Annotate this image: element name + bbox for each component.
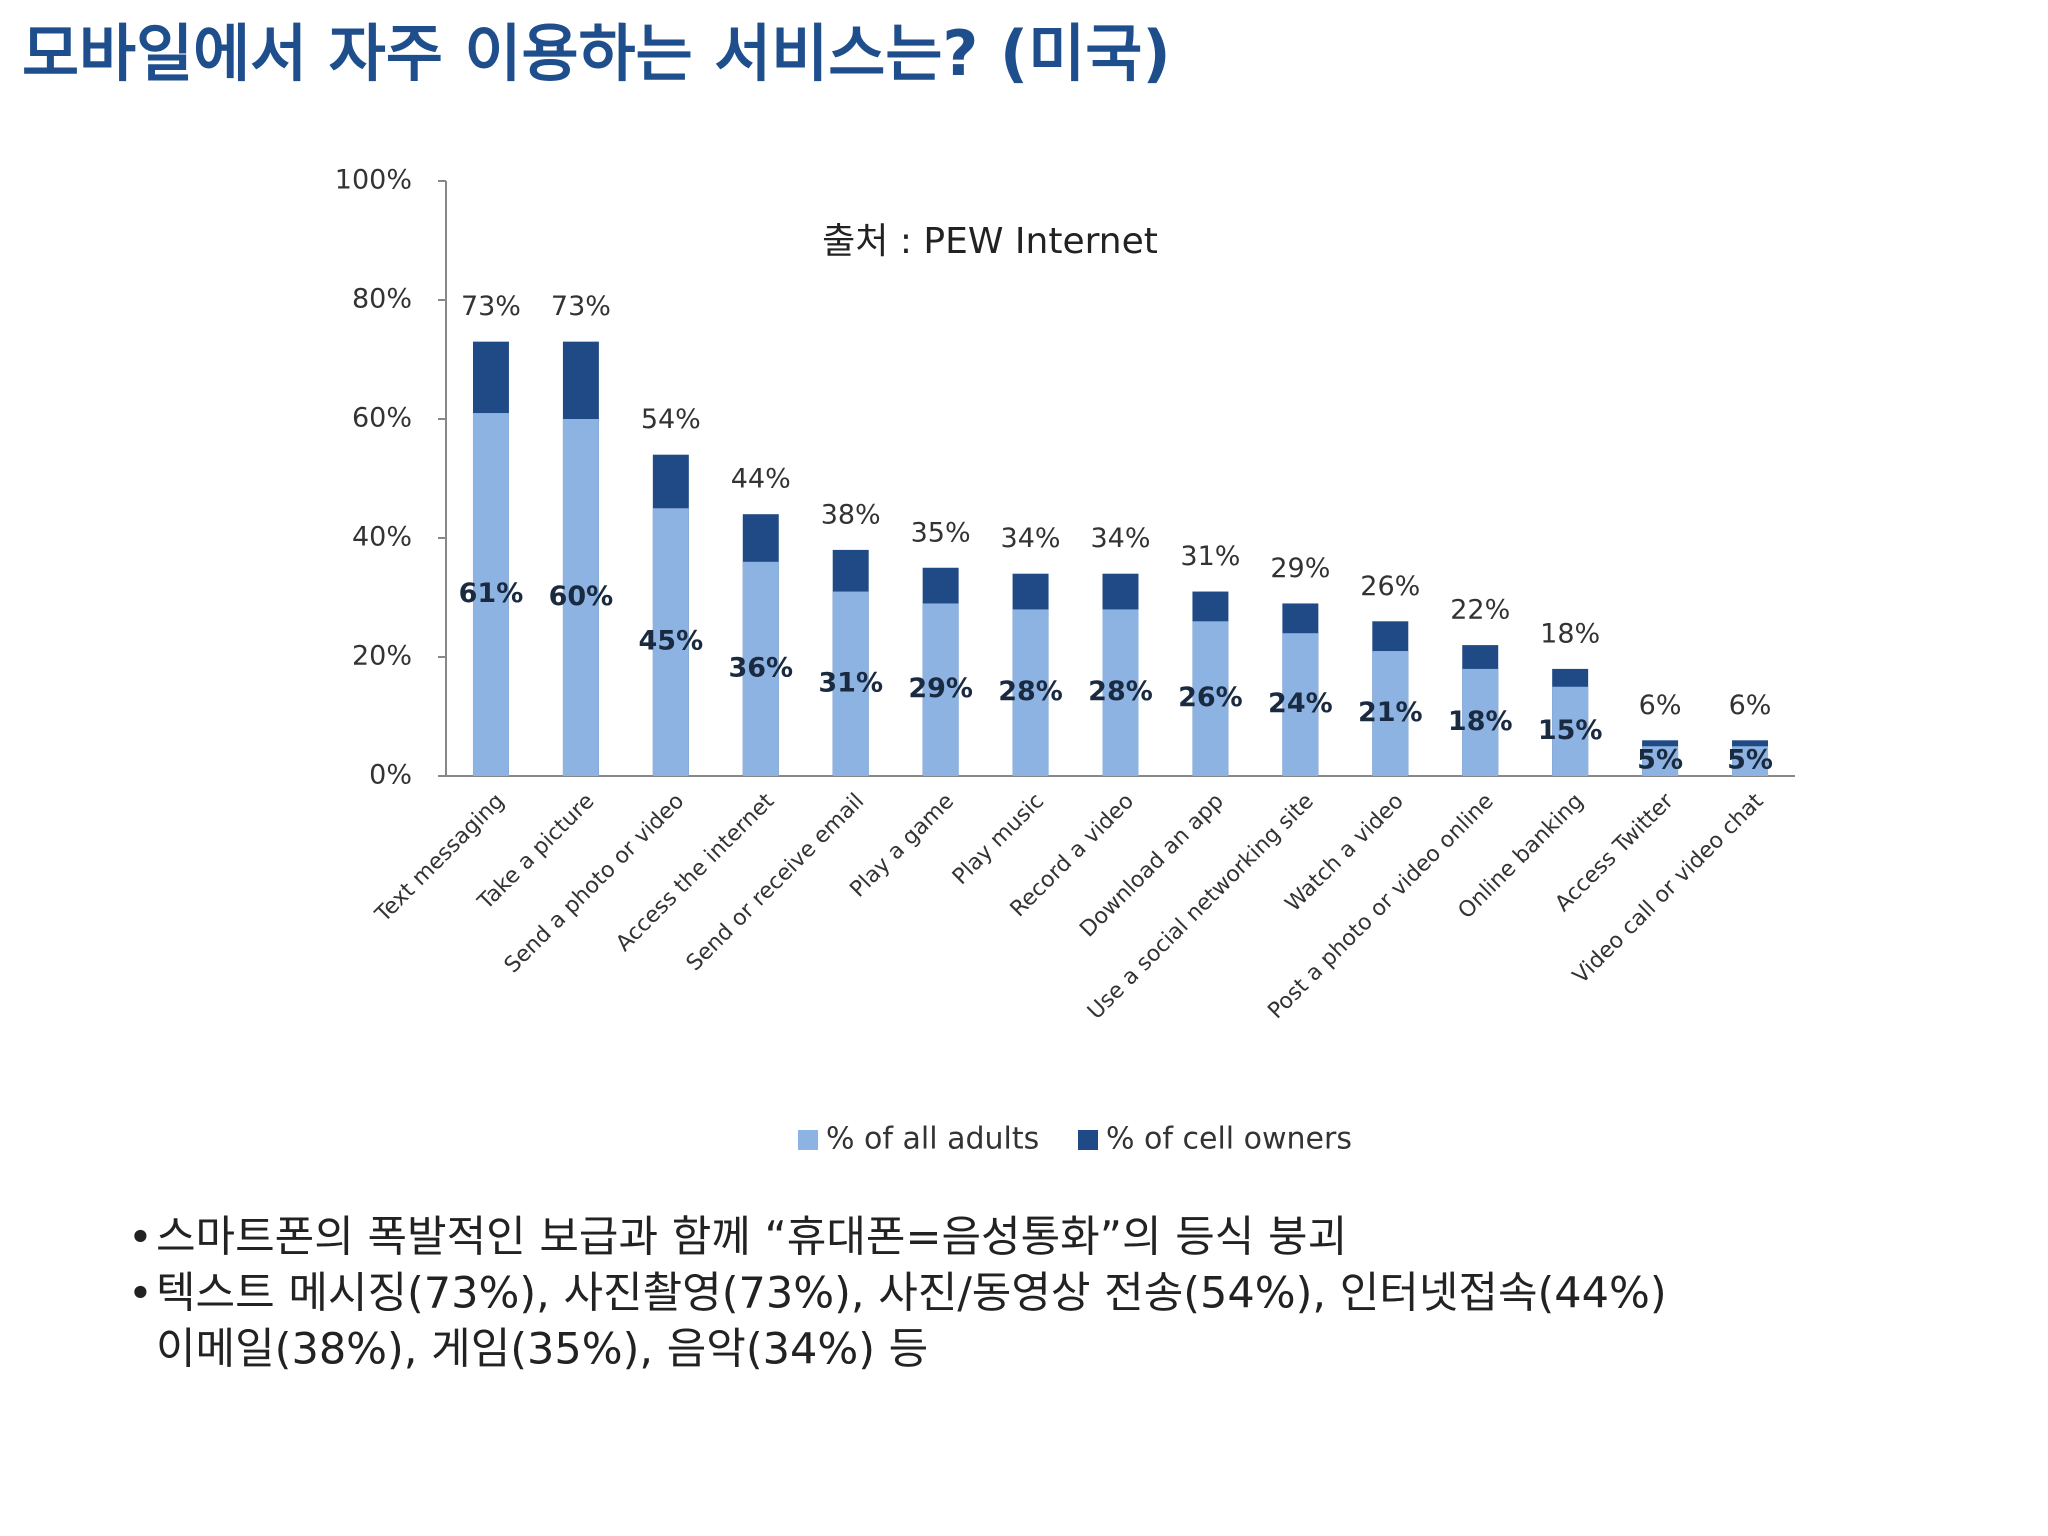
bar — [472, 413, 509, 776]
value-label: 38% — [821, 499, 881, 530]
value-label: 31% — [1180, 541, 1240, 572]
y-tick-label: 40% — [352, 522, 412, 553]
bullet-dot: • — [128, 1269, 153, 1318]
value-label: 29% — [908, 673, 973, 704]
value-label: 22% — [1450, 595, 1510, 626]
value-label: 61% — [459, 578, 524, 609]
value-label: 60% — [549, 581, 614, 612]
bullet-text: 스마트폰의 폭발적인 보급과 함께 “휴대폰=음성통화”의 등식 붕괴 — [156, 1213, 1347, 1263]
value-label: 26% — [1360, 571, 1420, 602]
bar — [1732, 746, 1769, 776]
value-label: 73% — [551, 291, 611, 322]
legend-swatch — [1078, 1130, 1098, 1150]
value-label: 18% — [1540, 618, 1600, 649]
bullet-dot: • — [128, 1213, 153, 1262]
value-label: 28% — [998, 676, 1063, 707]
y-tick-label: 80% — [352, 284, 412, 315]
value-label: 54% — [641, 404, 701, 435]
value-label: 6% — [1639, 690, 1682, 721]
bullet-text: 텍스트 메시징(73%), 사진촬영(73%), 사진/동영상 전송(54%),… — [156, 1269, 1667, 1319]
bar — [1102, 609, 1139, 776]
value-label: 28% — [1088, 676, 1153, 707]
value-label: 73% — [461, 291, 521, 322]
bullet-text: 이메일(38%), 게임(35%), 음악(34%) 등 — [156, 1325, 928, 1375]
bar — [1012, 609, 1049, 776]
value-label: 29% — [1270, 553, 1330, 584]
value-label: 21% — [1358, 697, 1423, 728]
bar — [1642, 746, 1679, 776]
value-label: 18% — [1448, 706, 1513, 737]
x-tick-label: Send or receive email — [682, 789, 869, 976]
x-tick-label: Send a photo or video — [500, 789, 689, 978]
value-label: 5% — [1637, 745, 1683, 776]
bar — [922, 603, 959, 776]
value-label: 5% — [1727, 745, 1773, 776]
value-label: 6% — [1729, 690, 1772, 721]
source-note: 출처 : PEW Internet — [822, 221, 1158, 262]
bar — [1192, 621, 1229, 776]
x-tick-label: Play music — [948, 789, 1049, 890]
value-label: 35% — [911, 517, 971, 548]
x-tick-label: Video call or video chat — [1568, 789, 1768, 989]
value-label: 34% — [1090, 523, 1150, 554]
bar — [1552, 686, 1589, 776]
value-label: 36% — [728, 652, 793, 683]
y-tick-label: 0% — [369, 760, 412, 791]
y-tick-label: 100% — [335, 165, 412, 196]
value-label: 44% — [731, 464, 791, 495]
bar — [1372, 651, 1409, 776]
value-label: 34% — [1001, 523, 1061, 554]
y-tick-label: 20% — [352, 641, 412, 672]
value-label: 26% — [1178, 682, 1243, 713]
value-label: 15% — [1538, 715, 1603, 746]
legend-label: % of all adults — [826, 1122, 1039, 1157]
slide-title: 모바일에서 자주 이용하는 서비스는? (미국) — [22, 17, 1171, 90]
bullet-list: • 스마트폰의 폭발적인 보급과 함께 “휴대폰=음성통화”의 등식 붕괴• 텍스트… — [128, 1213, 1667, 1375]
value-label: 31% — [818, 667, 883, 698]
value-label: 24% — [1268, 688, 1333, 719]
y-tick-label: 60% — [352, 403, 412, 434]
bar — [1462, 668, 1499, 776]
value-label: 45% — [639, 626, 704, 657]
legend-label: % of cell owners — [1106, 1122, 1352, 1157]
bar — [742, 561, 779, 776]
legend-swatch — [798, 1130, 818, 1150]
x-tick-label: Access the internet — [611, 789, 779, 957]
bar — [1282, 633, 1319, 776]
bar — [832, 591, 869, 776]
bar — [652, 508, 689, 776]
bar — [562, 419, 599, 776]
